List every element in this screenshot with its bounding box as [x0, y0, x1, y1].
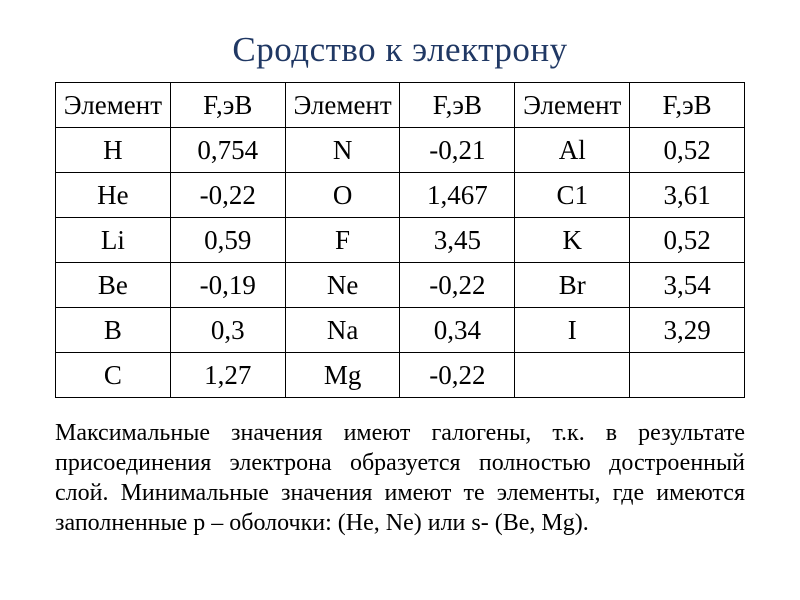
cell: 3,29	[630, 308, 745, 353]
cell	[630, 353, 745, 398]
cell: Br	[515, 263, 630, 308]
table-row: He -0,22 O 1,467 C1 3,61	[56, 173, 745, 218]
table-row: Li 0,59 F 3,45 K 0,52	[56, 218, 745, 263]
cell: -0,19	[170, 263, 285, 308]
table-row: H 0,754 N -0,21 Al 0,52	[56, 128, 745, 173]
cell	[515, 353, 630, 398]
cell: 0,754	[170, 128, 285, 173]
cell: Be	[56, 263, 171, 308]
col-header: F,эВ	[630, 83, 745, 128]
page-title: Сродство к электрону	[55, 30, 745, 70]
table-row: Be -0,19 Ne -0,22 Br 3,54	[56, 263, 745, 308]
col-header: Элемент	[285, 83, 400, 128]
cell: He	[56, 173, 171, 218]
cell: N	[285, 128, 400, 173]
cell: 0,59	[170, 218, 285, 263]
cell: 3,54	[630, 263, 745, 308]
cell: Mg	[285, 353, 400, 398]
cell: O	[285, 173, 400, 218]
cell: 0,52	[630, 218, 745, 263]
cell: 3,61	[630, 173, 745, 218]
cell: B	[56, 308, 171, 353]
cell: -0,22	[170, 173, 285, 218]
col-header: Элемент	[515, 83, 630, 128]
cell: 1,27	[170, 353, 285, 398]
description-paragraph: Максимальные значения имеют галогены, т.…	[55, 418, 745, 538]
cell: Ne	[285, 263, 400, 308]
cell: F	[285, 218, 400, 263]
table-row: C 1,27 Mg -0,22	[56, 353, 745, 398]
col-header: Элемент	[56, 83, 171, 128]
cell: C1	[515, 173, 630, 218]
cell: -0,22	[400, 353, 515, 398]
col-header: F,эВ	[400, 83, 515, 128]
cell: K	[515, 218, 630, 263]
cell: 0,3	[170, 308, 285, 353]
cell: -0,21	[400, 128, 515, 173]
cell: -0,22	[400, 263, 515, 308]
col-header: F,эВ	[170, 83, 285, 128]
cell: H	[56, 128, 171, 173]
slide-page: Сродство к электрону Элемент F,эВ Элемен…	[0, 0, 800, 600]
table-row: B 0,3 Na 0,34 I 3,29	[56, 308, 745, 353]
cell: 1,467	[400, 173, 515, 218]
cell: 0,34	[400, 308, 515, 353]
cell: Al	[515, 128, 630, 173]
cell: 3,45	[400, 218, 515, 263]
cell: Li	[56, 218, 171, 263]
affinity-table: Элемент F,эВ Элемент F,эВ Элемент F,эВ H…	[55, 82, 745, 398]
cell: C	[56, 353, 171, 398]
cell: 0,52	[630, 128, 745, 173]
cell: Na	[285, 308, 400, 353]
table-header-row: Элемент F,эВ Элемент F,эВ Элемент F,эВ	[56, 83, 745, 128]
cell: I	[515, 308, 630, 353]
